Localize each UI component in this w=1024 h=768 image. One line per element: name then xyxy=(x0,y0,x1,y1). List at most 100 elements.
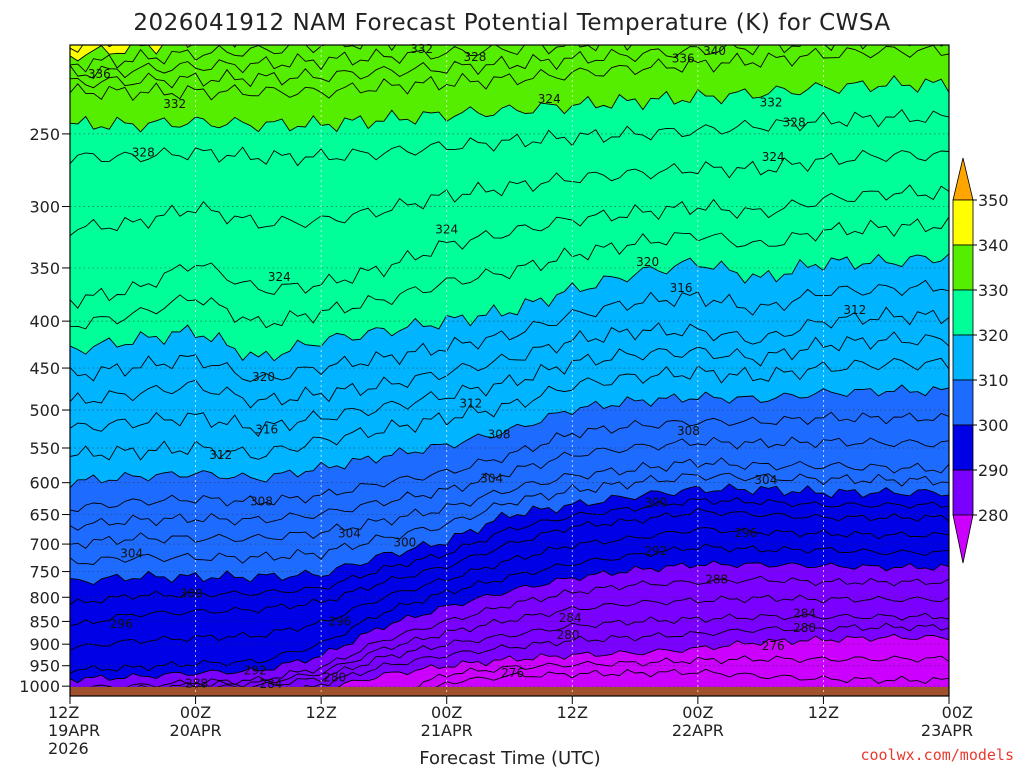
x-tick-label: 00Z xyxy=(682,703,713,722)
contour-label: 308 xyxy=(677,424,700,438)
contour-label: 288 xyxy=(185,676,208,690)
contour-label: 332 xyxy=(163,97,186,111)
contour-298 xyxy=(70,496,949,606)
contour-label: 280 xyxy=(793,621,816,635)
contour-label: 336 xyxy=(672,52,695,66)
contour-labels: 3363323283323283243363403323283243243243… xyxy=(88,42,866,691)
y-tick-label: 700 xyxy=(29,535,60,554)
y-tick-label: 850 xyxy=(29,612,60,631)
x-tick-label: 00Z xyxy=(942,703,973,722)
y-tick-label: 900 xyxy=(29,635,60,654)
plot-frame xyxy=(69,44,950,697)
colorbar-segment xyxy=(952,244,974,291)
contour-324 xyxy=(70,184,949,309)
y-tick-label: 1000 xyxy=(19,677,60,696)
colorbar-top-arrow xyxy=(952,157,974,201)
colorbar-segment xyxy=(952,334,974,381)
contour-308 xyxy=(70,411,949,513)
contour-label: 284 xyxy=(559,611,582,625)
x-tick-label: 12Z xyxy=(305,703,336,722)
contour-338 xyxy=(70,45,471,73)
colorbar-bottom-arrow xyxy=(952,514,974,564)
contour-label: 332 xyxy=(410,42,433,56)
contour-label: 328 xyxy=(783,116,806,130)
contour-label: 316 xyxy=(670,281,693,295)
y-tick-label: 550 xyxy=(29,439,60,458)
contour-288 xyxy=(70,575,949,691)
contour-label: 296 xyxy=(329,614,352,628)
contour-label: 320 xyxy=(636,255,659,269)
colorbar-segment xyxy=(952,199,974,246)
contour-lines xyxy=(70,45,949,696)
contour-label: 328 xyxy=(132,146,155,160)
x-tick-label: 12Z xyxy=(48,703,79,722)
contour-332 xyxy=(70,45,949,102)
y-axis: 250 300 350 400 450 500 550 600 650 700 750 800 850 9… xyxy=(19,125,70,696)
contour-296 xyxy=(70,507,949,627)
contour-label: 304 xyxy=(338,527,361,541)
colorbar: 350 340 330 320 310 300 290 280 xyxy=(952,157,1009,564)
credit-text: coolwx.com/models xyxy=(860,746,1014,764)
y-tick-label: 800 xyxy=(29,588,60,607)
terrain xyxy=(70,686,949,696)
y-tick-label: 350 xyxy=(29,259,60,278)
contour-label: 340 xyxy=(703,44,726,58)
terrain-fill xyxy=(70,686,949,696)
y-tick-label: 450 xyxy=(29,359,60,378)
contour-label: 284 xyxy=(793,606,816,620)
contour-label: 316 xyxy=(255,422,278,436)
contour-label: 304 xyxy=(120,547,143,561)
contour-label: 332 xyxy=(760,95,783,109)
contour-314 xyxy=(70,331,949,437)
contour-328 xyxy=(70,109,949,167)
x-tick-label: 00Z xyxy=(180,703,211,722)
contour-302 xyxy=(70,472,949,565)
colorbar-segment xyxy=(952,469,974,516)
contour-306 xyxy=(70,436,949,531)
contour-label: 292 xyxy=(244,663,267,677)
contour-316 xyxy=(70,306,949,409)
contour-label: 284 xyxy=(259,677,282,691)
x-tick-label: 20APR xyxy=(170,721,222,740)
contour-label: 296 xyxy=(110,617,133,631)
x-tick-label: 19APR xyxy=(48,721,100,740)
contour-label: 324 xyxy=(435,223,458,237)
colorbar-label: 280 xyxy=(978,506,1009,525)
contour-label: 288 xyxy=(705,572,728,586)
contour-label: 300 xyxy=(645,496,668,510)
y-tick-label: 500 xyxy=(29,401,60,420)
contour-fills xyxy=(70,45,949,696)
contour-326 xyxy=(70,149,949,236)
contour-label: 336 xyxy=(88,67,111,81)
chart-title: 2026041912 NAM Forecast Potential Temper… xyxy=(133,10,890,36)
colorbar-label: 310 xyxy=(978,371,1009,390)
colorbar-label: 340 xyxy=(978,236,1009,255)
colorbar-label: 320 xyxy=(978,326,1009,345)
contour-336 xyxy=(70,45,633,79)
x-tick-label: 21APR xyxy=(421,721,473,740)
contour-label: 324 xyxy=(762,150,785,164)
contour-label: 280 xyxy=(557,628,580,642)
contour-label: 296 xyxy=(735,526,758,540)
contour-280 xyxy=(307,633,949,696)
contour-276 xyxy=(426,668,949,696)
contour-label: 308 xyxy=(250,494,273,508)
y-tick-label: 950 xyxy=(29,657,60,676)
x-tick-label: 12Z xyxy=(557,703,588,722)
contour-322 xyxy=(70,216,949,330)
contour-318 xyxy=(70,279,949,383)
colorbar-segment xyxy=(952,424,974,471)
contour-label: 312 xyxy=(843,303,866,317)
y-tick-label: 600 xyxy=(29,474,60,493)
contour-label: 300 xyxy=(180,586,203,600)
contour-304 xyxy=(70,457,949,549)
contour-label: 292 xyxy=(645,544,668,558)
x-tick-label: 2026 xyxy=(48,739,89,758)
x-tick-label: 00Z xyxy=(431,703,462,722)
colorbar-label: 350 xyxy=(978,191,1009,210)
contour-312 xyxy=(70,357,949,461)
y-tick-label: 250 xyxy=(29,125,60,144)
colorbar-segment xyxy=(952,289,974,336)
contour-320 xyxy=(70,253,949,362)
